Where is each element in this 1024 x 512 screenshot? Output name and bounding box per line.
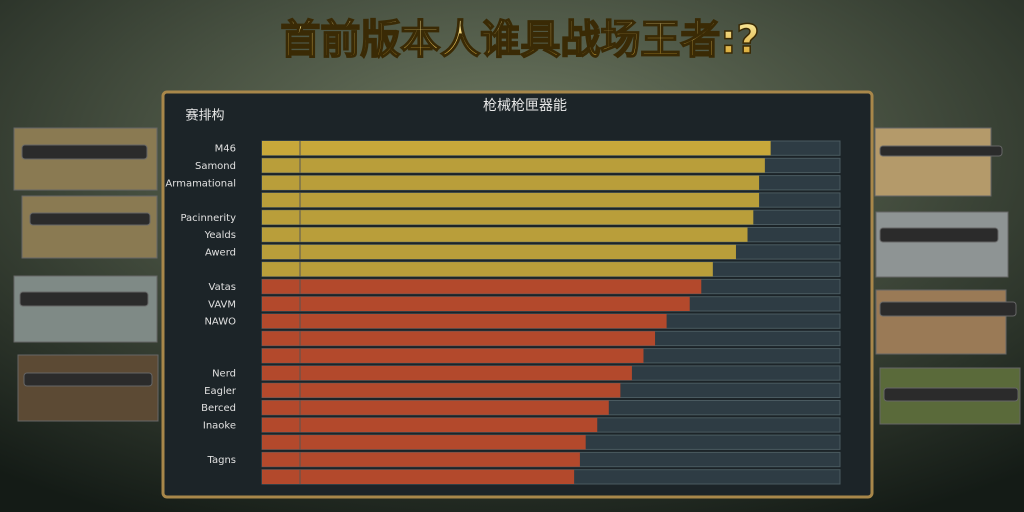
bar: [262, 296, 690, 311]
row-label: Awerd: [205, 247, 236, 258]
row-label: Armamational: [165, 178, 236, 189]
row-label: Inaoke: [203, 420, 236, 431]
bar: [262, 192, 760, 208]
row-label: Vatas: [209, 282, 236, 293]
bar: [262, 314, 667, 329]
right-guns: [874, 127, 1021, 425]
bar: [262, 365, 632, 381]
bar: [262, 175, 760, 190]
corner-label: 赛排构: [185, 108, 224, 124]
bar: [262, 227, 748, 242]
bar: [262, 141, 771, 156]
bar: [262, 158, 765, 173]
row-label: Yealds: [204, 230, 236, 241]
rows: M46 Samond Armamational Pacinnerity Yealds Aw…: [165, 140, 841, 485]
bar: [262, 262, 713, 277]
bar: [262, 244, 736, 260]
title: 首前版本人谁具战场王者:?: [280, 17, 759, 63]
bar: [262, 452, 580, 467]
bar: [262, 210, 754, 225]
bar: [262, 469, 575, 484]
row-label: M46: [215, 144, 236, 155]
row-label: Eagler: [204, 386, 237, 397]
bar: [262, 331, 656, 346]
bar: [262, 400, 609, 415]
bar: [262, 279, 702, 294]
row-label: NAWO: [204, 317, 236, 328]
row-label: Tagns: [207, 455, 236, 466]
bar: [262, 435, 586, 450]
bar: [262, 383, 621, 398]
row-label: Samond: [195, 161, 236, 172]
bar: [262, 348, 644, 363]
row-label: VAVM: [208, 299, 236, 310]
row-label: Berced: [201, 403, 236, 414]
row-label: Nerd: [212, 369, 236, 380]
panel-title: 枪械枪匣器能: [483, 97, 567, 114]
row-label: Pacinnerity: [180, 213, 236, 224]
left-guns: [13, 127, 159, 422]
bar: [262, 417, 598, 433]
